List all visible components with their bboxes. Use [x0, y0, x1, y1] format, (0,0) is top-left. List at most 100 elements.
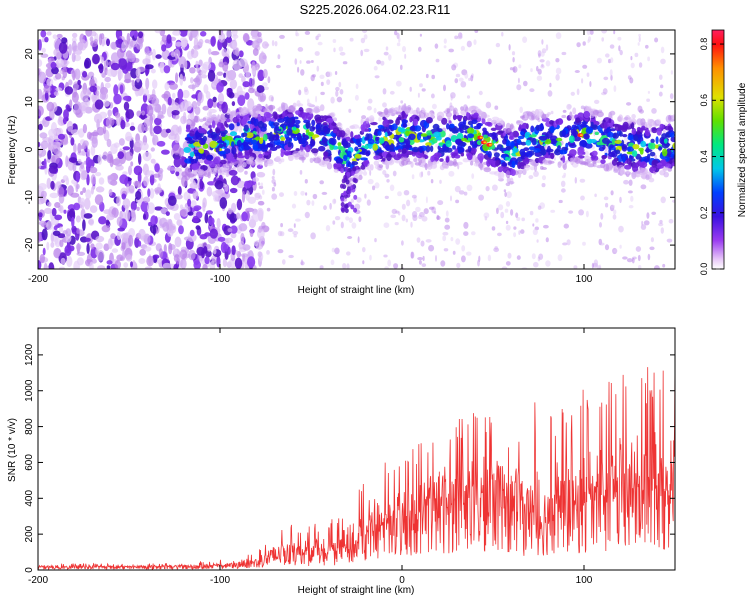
spectrogram-noise-blob	[247, 196, 256, 204]
spectrogram-ridge-blob	[353, 134, 361, 140]
spectrogram-faint-blob	[443, 38, 447, 44]
spectrogram-streak-blob	[341, 207, 346, 213]
spectrogram-ridge-blob	[603, 163, 610, 172]
spectrogram-noise-blob	[130, 209, 136, 219]
spectrogram-noise-blob	[216, 217, 221, 229]
spectrogram-faint-blob	[431, 103, 437, 110]
spectrogram-noise-blob	[69, 208, 76, 219]
spectrogram-ridge-blob	[672, 155, 675, 160]
spectrogram-noise-blob	[227, 228, 233, 233]
spectrogram-noise-blob	[127, 52, 136, 63]
spectrogram-ridge-blob	[471, 105, 477, 110]
spectrogram-faint-blob	[605, 53, 610, 58]
spectrogram-noise-blob	[240, 253, 249, 258]
spectrogram-noise-blob	[38, 68, 41, 76]
spectrogram-faint-blob	[619, 196, 622, 204]
spectrogram-noise-blob	[174, 133, 180, 144]
spectrogram-noise-blob	[142, 213, 147, 220]
spectrogram-ridge-blob	[183, 147, 191, 153]
spectrogram-ridge-blob	[453, 109, 457, 116]
spectrogram-faint-blob	[335, 86, 340, 92]
spectrogram-noise-blob	[82, 187, 87, 194]
spectrogram-noise-blob	[148, 221, 152, 227]
spectrogram-ridge-blob	[490, 127, 497, 131]
spectrogram-faint-blob	[366, 199, 371, 206]
spectrogram-ridge-blob	[373, 155, 381, 161]
spectrogram-noise-blob	[187, 211, 194, 216]
spectrogram-faint-blob	[455, 73, 461, 78]
spectrogram-noise-blob	[154, 163, 160, 173]
spectrogram-noise-blob	[82, 123, 87, 134]
spectrogram-faint-blob	[376, 59, 381, 65]
spectrogram-ridge-blob	[533, 164, 538, 172]
spectrogram-faint-blob	[276, 64, 281, 69]
spectrogram-faint-blob	[384, 266, 389, 269]
spectrogram-faint-blob	[416, 237, 421, 243]
spectrogram-faint-blob	[336, 96, 343, 103]
spectrogram-ridge-blob	[614, 124, 623, 132]
spectrogram-noise-blob	[228, 169, 238, 176]
spectrogram-faint-blob	[435, 255, 437, 262]
spectrogram-ridge-blob	[271, 134, 280, 141]
spectrogram-ridge-blob	[257, 120, 265, 129]
spectrogram-ridge-blob	[664, 156, 670, 162]
spectrogram-noise-blob	[223, 72, 227, 78]
spectrogram-faint-blob	[461, 245, 466, 252]
spectrogram-faint-blob	[619, 244, 622, 249]
spectrogram-noise-blob	[229, 187, 238, 194]
spectrogram-noise-blob	[170, 51, 176, 58]
spectrogram-faint-blob	[255, 240, 261, 244]
spectrogram-noise-blob	[38, 88, 41, 100]
spectrogram-faint-blob	[660, 46, 665, 54]
spectrogram-faint-blob	[257, 227, 263, 233]
spectrogram-ridge-blob	[626, 169, 630, 175]
spectrogram-ridge-blob	[231, 146, 237, 155]
spectrogram-noise-blob	[55, 87, 63, 92]
spectrogram-noise-blob	[141, 110, 146, 116]
spectrogram-faint-blob	[443, 84, 446, 92]
spectrogram-faint-blob	[425, 196, 428, 204]
spectrogram-noise-blob	[75, 243, 82, 251]
spectrogram-faint-blob	[466, 40, 472, 48]
spectrogram-ridge-blob	[640, 140, 647, 148]
spectrogram-ridge-blob	[292, 102, 297, 108]
spectrogram-noise-blob	[119, 84, 124, 95]
spectrogram-noise-blob	[80, 191, 84, 195]
spectrogram-noise-blob	[191, 180, 196, 189]
spectrogram-ridge-blob	[549, 138, 557, 145]
spectrogram-faint-blob	[409, 86, 412, 92]
spectrogram-faint-blob	[660, 196, 666, 204]
spectrogram-ridge-blob	[259, 160, 263, 166]
spectrogram-faint-blob	[362, 247, 366, 253]
spectrogram-faint-blob	[601, 37, 604, 42]
spectrogram-faint-blob	[533, 170, 539, 177]
spectrogram-noise-blob	[249, 229, 254, 238]
spectrogram-ridge-blob	[569, 157, 577, 162]
spectrogram-noise-blob	[144, 126, 149, 132]
spectrogram-faint-blob	[478, 90, 483, 96]
spectrogram-ridge-blob	[332, 117, 337, 122]
spectrogram-faint-blob	[631, 114, 636, 119]
spectrogram-noise-blob	[82, 71, 88, 78]
spectrogram-ridge-blob	[579, 123, 588, 128]
spectrogram-noise-blob	[98, 216, 107, 225]
spectrogram-faint-blob	[517, 77, 520, 84]
spectrogram-faint-blob	[430, 179, 434, 184]
spectrogram-ridge-blob	[669, 132, 675, 138]
spectrogram-ridge-blob	[219, 150, 226, 155]
spectrogram-faint-blob	[566, 239, 571, 246]
spectrogram-faint-blob	[522, 36, 528, 43]
spectrogram-ridge-blob	[416, 107, 420, 114]
spectrogram-ridge-blob	[378, 164, 384, 169]
spectrogram-noise-blob	[150, 158, 156, 164]
spectrogram-noise-blob	[97, 154, 103, 165]
spectrogram-noise-blob	[122, 198, 131, 209]
spectrogram-faint-blob	[501, 31, 504, 37]
spectrogram-streak-blob	[350, 170, 355, 176]
spectrogram-faint-blob	[459, 32, 462, 37]
spectrogram-noise-blob	[169, 82, 179, 90]
spectrogram-noise-blob	[189, 67, 196, 74]
spectrogram-ridge-blob	[587, 163, 595, 168]
spectrogram-noise-blob	[106, 213, 115, 221]
spectrogram-faint-blob	[334, 216, 341, 221]
